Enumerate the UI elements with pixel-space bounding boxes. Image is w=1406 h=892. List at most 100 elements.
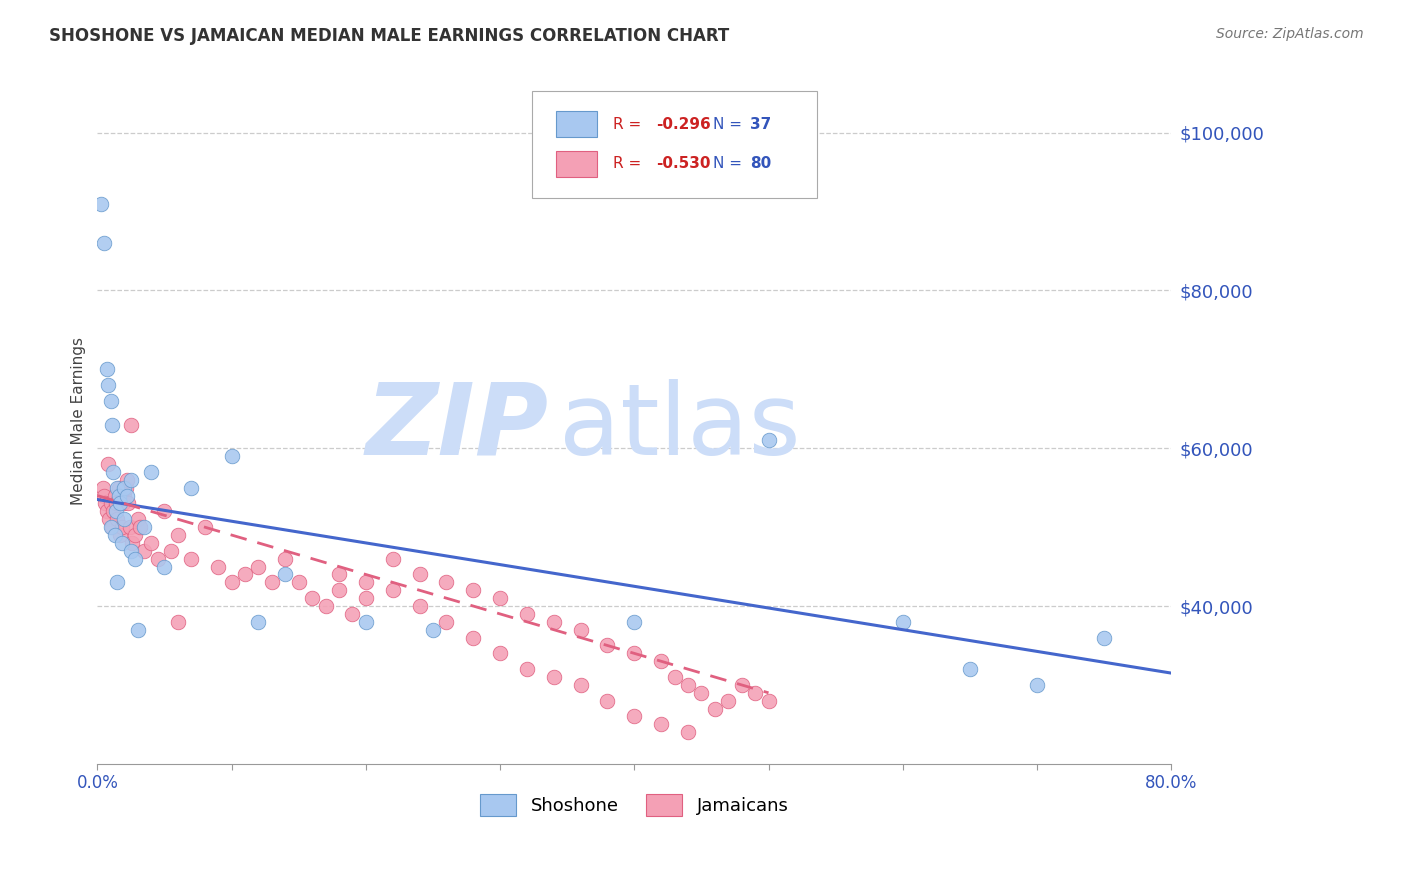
Point [422,623,444,637]
Point [463,583,485,598]
Point [120,417,142,432]
Point [959,662,981,676]
Point [489,646,512,660]
Point [105,496,128,510]
Point [100,520,122,534]
Point [623,646,645,660]
Point [543,615,565,629]
Text: N =: N = [713,156,747,171]
Point [328,567,350,582]
Text: R =: R = [613,156,645,171]
Text: R =: R = [613,117,645,132]
Point [596,694,619,708]
Point [221,575,243,590]
Point [569,678,592,692]
Point [891,615,914,629]
Point [134,520,156,534]
Point [107,512,129,526]
Point [167,528,190,542]
Point [1092,631,1115,645]
Point [247,615,270,629]
Point [139,465,162,479]
Point [274,567,297,582]
Point [569,623,592,637]
Point [127,512,149,526]
Point [96,362,118,376]
Point [101,520,124,534]
Legend: Shoshone, Jamaicans: Shoshone, Jamaicans [472,787,796,823]
Point [623,709,645,723]
Point [434,575,457,590]
Point [118,520,141,534]
Point [103,465,125,479]
Point [108,489,131,503]
Point [664,670,686,684]
Point [516,662,538,676]
Point [703,701,725,715]
Point [744,686,766,700]
Point [112,512,135,526]
Point [160,543,183,558]
Point [98,512,121,526]
Point [94,496,117,510]
Point [104,489,127,503]
Point [153,504,176,518]
Point [97,378,120,392]
Point [112,489,135,503]
Text: atlas: atlas [560,379,801,476]
Point [120,473,142,487]
Point [97,457,120,471]
Point [381,551,404,566]
Point [100,496,122,510]
Point [105,504,128,518]
Point [112,481,135,495]
Text: 37: 37 [751,117,772,132]
Point [107,481,129,495]
Point [650,654,672,668]
Point [104,528,127,542]
Point [108,528,131,542]
Point [676,725,699,739]
Point [115,489,138,503]
Point [110,536,132,550]
Text: 80: 80 [751,156,772,171]
Point [315,599,337,613]
Point [108,481,131,495]
Point [117,496,139,510]
Point [121,536,143,550]
Point [623,615,645,629]
Text: -0.530: -0.530 [655,156,710,171]
Point [180,551,202,566]
Point [717,694,740,708]
Point [287,575,309,590]
Point [146,551,169,566]
Point [434,615,457,629]
Point [758,694,780,708]
Point [247,559,270,574]
Point [90,196,112,211]
Text: -0.296: -0.296 [655,117,710,132]
Point [690,686,713,700]
Point [301,591,323,606]
Point [153,559,176,574]
Point [114,481,136,495]
Point [676,678,699,692]
Point [93,236,115,251]
Point [274,551,297,566]
Point [650,717,672,731]
Point [731,678,754,692]
Point [342,607,364,621]
Point [127,623,149,637]
FancyBboxPatch shape [555,151,596,177]
Point [489,591,512,606]
Point [120,543,142,558]
Point [91,481,114,495]
Y-axis label: Median Male Earnings: Median Male Earnings [72,336,86,505]
FancyBboxPatch shape [555,112,596,137]
Point [463,631,485,645]
Point [108,496,131,510]
Point [134,543,156,558]
Point [758,434,780,448]
Point [167,615,190,629]
Text: Source: ZipAtlas.com: Source: ZipAtlas.com [1216,27,1364,41]
